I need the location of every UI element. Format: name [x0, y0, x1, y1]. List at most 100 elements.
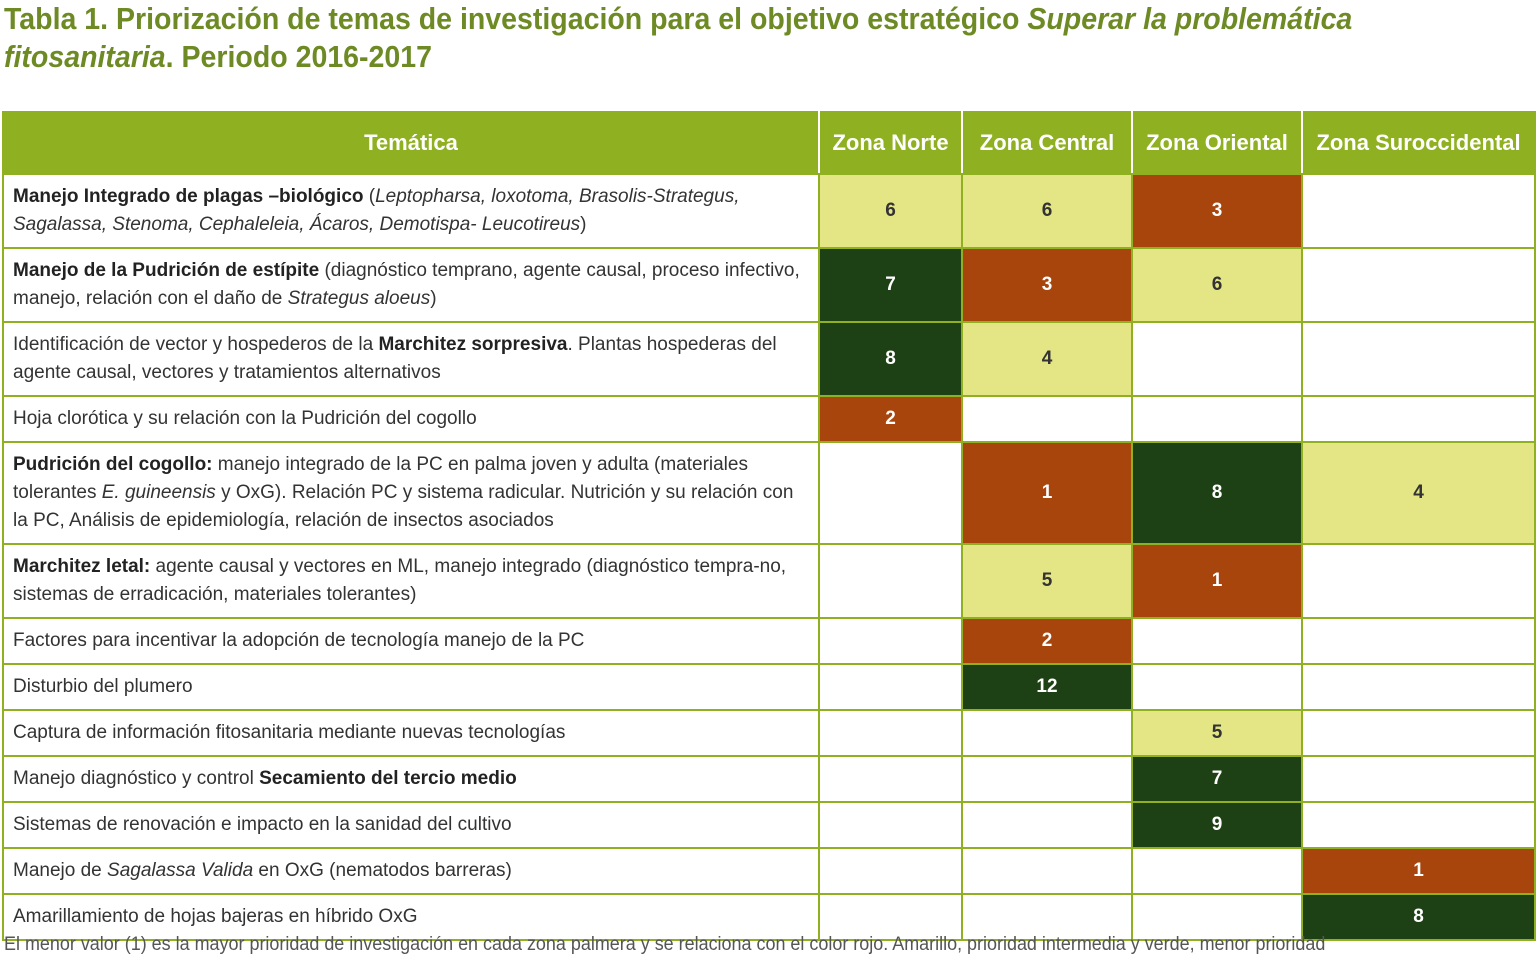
- zona-norte-priority-cell: 8: [818, 321, 963, 397]
- zona-central-priority-cell: 12: [961, 663, 1133, 711]
- topic-cell: Disturbio del plumero: [2, 663, 820, 711]
- zona-suroccidental-priority-cell: [1301, 801, 1536, 849]
- topic-text: ): [430, 288, 437, 309]
- topic-bold-text: Manejo Integrado de plagas –biológico: [13, 186, 364, 207]
- zona-norte-priority-cell: 7: [818, 247, 963, 323]
- topic-bold-text: Pudrición del cogollo:: [13, 454, 213, 475]
- table-row: Sistemas de renovación e impacto en la s…: [2, 801, 1536, 849]
- topic-bold-text: Marchitez sorpresiva: [378, 334, 568, 355]
- table-row: Hoja clorótica y su relación con la Pudr…: [2, 395, 1536, 443]
- header-zona-suroccidental: Zona Suroccidental: [1301, 111, 1536, 175]
- table-row: Manejo de la Pudrición de estípite (diag…: [2, 247, 1536, 323]
- zona-oriental-priority-cell: 8: [1131, 441, 1303, 545]
- table-footnote: El menor valor (1) es la mayor prioridad…: [4, 934, 1326, 955]
- header-tematica: Temática: [2, 111, 820, 175]
- topic-text: agente causal y vectores en ML, manejo i…: [13, 556, 787, 605]
- topic-text: (diagnóstico temprano, agente causal, pr…: [13, 260, 800, 309]
- zona-central-priority-cell: 4: [961, 321, 1133, 397]
- zona-norte-priority-cell: [818, 755, 963, 803]
- table-body: Manejo Integrado de plagas –biológico (L…: [2, 173, 1536, 941]
- topic-italic-text: Strategus aloeus: [287, 288, 431, 309]
- zona-suroccidental-priority-cell: 1: [1301, 847, 1536, 895]
- topic-cell: Captura de información fitosanitaria med…: [2, 709, 820, 757]
- topic-cell: Factores para incentivar la adopción de …: [2, 617, 820, 665]
- zona-norte-priority-cell: 6: [818, 173, 963, 249]
- zona-norte-priority-cell: [818, 709, 963, 757]
- zona-oriental-priority-cell: [1131, 395, 1303, 443]
- zona-suroccidental-priority-cell: 8: [1301, 893, 1536, 941]
- zona-central-priority-cell: 3: [961, 247, 1133, 323]
- zona-suroccidental-priority-cell: 4: [1301, 441, 1536, 545]
- table-row: Amarillamiento de hojas bajeras en híbri…: [2, 893, 1536, 941]
- zona-norte-priority-cell: [818, 617, 963, 665]
- topic-cell: Pudrición del cogollo: manejo integrado …: [2, 441, 820, 545]
- topic-text: en OxG (nematodos barreras): [253, 860, 512, 881]
- header-zona-oriental: Zona Oriental: [1131, 111, 1303, 175]
- table-title-line-1: Tabla 1. Priorización de temas de invest…: [4, 0, 1412, 38]
- header-zona-norte: Zona Norte: [818, 111, 963, 175]
- zona-oriental-priority-cell: 3: [1131, 173, 1303, 249]
- priority-table: Temática Zona Norte Zona Central Zona Or…: [2, 111, 1536, 941]
- topic-text: ): [580, 214, 587, 235]
- topic-text: Sistemas de renovación e impacto en la s…: [13, 814, 512, 835]
- table-row: Manejo Integrado de plagas –biológico (L…: [2, 173, 1536, 249]
- zona-norte-priority-cell: [818, 441, 963, 545]
- table-title-line-2: fitosanitaria. Periodo 2016-2017: [4, 38, 1412, 76]
- topic-text: Manejo de: [13, 860, 108, 881]
- zona-oriental-priority-cell: [1131, 617, 1303, 665]
- zona-central-priority-cell: [961, 847, 1133, 895]
- zona-suroccidental-priority-cell: [1301, 755, 1536, 803]
- table-row: Factores para incentivar la adopción de …: [2, 617, 1536, 665]
- zona-suroccidental-priority-cell: [1301, 663, 1536, 711]
- topic-cell: Manejo de la Pudrición de estípite (diag…: [2, 247, 820, 323]
- zona-oriental-priority-cell: [1131, 847, 1303, 895]
- zona-central-priority-cell: 6: [961, 173, 1133, 249]
- zona-central-priority-cell: 1: [961, 441, 1133, 545]
- zona-oriental-priority-cell: [1131, 893, 1303, 941]
- zona-norte-priority-cell: [818, 893, 963, 941]
- topic-bold-text: Manejo de la Pudrición de estípite: [13, 260, 320, 281]
- topic-bold-text: Secamiento del tercio medio: [259, 768, 517, 789]
- zona-central-priority-cell: [961, 395, 1133, 443]
- zona-suroccidental-priority-cell: [1301, 617, 1536, 665]
- header-zona-central: Zona Central: [961, 111, 1133, 175]
- zona-suroccidental-priority-cell: [1301, 247, 1536, 323]
- topic-cell: Marchitez letal: agente causal y vectore…: [2, 543, 820, 619]
- topic-italic-text: Sagalassa Valida: [107, 860, 254, 881]
- title-text: Tabla 1. Priorización de temas de invest…: [4, 1, 1028, 36]
- table-title: Tabla 1. Priorización de temas de invest…: [4, 0, 1412, 76]
- topic-cell: Manejo de Sagalassa Valida en OxG (nemat…: [2, 847, 820, 895]
- topic-bold-text: Marchitez letal:: [13, 556, 151, 577]
- zona-oriental-priority-cell: 7: [1131, 755, 1303, 803]
- topic-text: Manejo diagnóstico y control: [13, 768, 260, 789]
- table-row: Identificación de vector y hospederos de…: [2, 321, 1536, 397]
- zona-oriental-priority-cell: [1131, 321, 1303, 397]
- table-header-row: Temática Zona Norte Zona Central Zona Or…: [2, 111, 1536, 175]
- zona-oriental-priority-cell: 5: [1131, 709, 1303, 757]
- topic-text: manejo integrado de la PC en palma joven…: [13, 454, 748, 503]
- topic-italic-text: E. guineensis: [101, 482, 216, 503]
- zona-central-priority-cell: [961, 801, 1133, 849]
- topic-text: Captura de información fitosanitaria med…: [13, 722, 566, 743]
- zona-suroccidental-priority-cell: [1301, 173, 1536, 249]
- topic-cell: Identificación de vector y hospederos de…: [2, 321, 820, 397]
- topic-italic-text: Leptopharsa, loxotoma, Brasolis-Strategu…: [13, 186, 740, 235]
- table-row: Pudrición del cogollo: manejo integrado …: [2, 441, 1536, 545]
- title-italic-text-2: fitosanitaria: [4, 39, 166, 74]
- table-row: Disturbio del plumero 12: [2, 663, 1536, 711]
- topic-text: Hoja clorótica y su relación con la Pudr…: [13, 408, 477, 429]
- zona-norte-priority-cell: [818, 801, 963, 849]
- table-row: Manejo de Sagalassa Valida en OxG (nemat…: [2, 847, 1536, 895]
- zona-norte-priority-cell: [818, 847, 963, 895]
- topic-text: y OxG). Relación PC y sistema radicular.…: [13, 482, 794, 531]
- zona-norte-priority-cell: 2: [818, 395, 963, 443]
- table-row: Marchitez letal: agente causal y vectore…: [2, 543, 1536, 619]
- zona-central-priority-cell: [961, 893, 1133, 941]
- topic-text: . Plantas hospederas del agente causal, …: [13, 334, 777, 383]
- zona-norte-priority-cell: [818, 543, 963, 619]
- topic-cell: Manejo Integrado de plagas –biológico (L…: [2, 173, 820, 249]
- topic-text: Amarillamiento de hojas bajeras en híbri…: [13, 906, 418, 927]
- title-period-text: . Periodo 2016-2017: [165, 39, 433, 74]
- title-italic-text: Superar la problemática: [1027, 1, 1353, 36]
- zona-norte-priority-cell: [818, 663, 963, 711]
